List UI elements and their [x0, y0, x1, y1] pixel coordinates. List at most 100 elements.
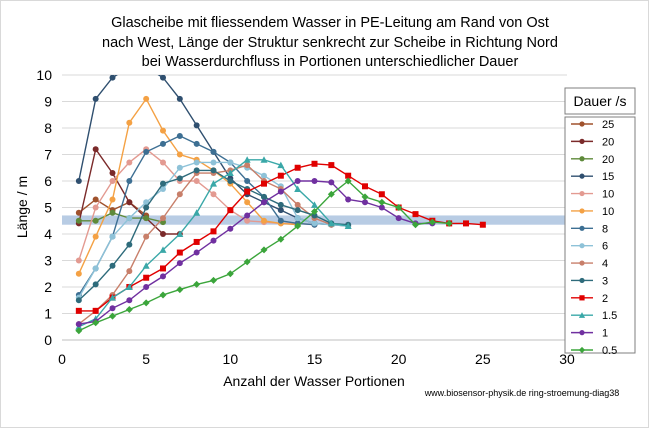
data-point	[244, 217, 251, 224]
data-point	[143, 274, 150, 281]
data-point	[126, 215, 133, 222]
data-point	[92, 233, 99, 240]
data-point	[75, 307, 82, 314]
data-point	[227, 207, 234, 214]
data-point	[311, 207, 318, 215]
data-point	[243, 258, 251, 266]
legend: Dauer /s 25 20 20 15 10 10 8 6 4 3 2 1.5 1 0.5	[564, 87, 636, 357]
data-point	[193, 249, 200, 256]
data-point	[260, 156, 268, 163]
data-point	[244, 162, 251, 169]
data-point	[109, 178, 116, 184]
data-point	[75, 257, 82, 264]
data-point	[261, 180, 267, 187]
y-tick-label: 1	[44, 306, 52, 322]
data-point	[92, 217, 99, 224]
data-point	[176, 151, 183, 158]
data-point	[361, 193, 369, 201]
data-point	[160, 265, 166, 272]
data-point	[210, 159, 217, 166]
y-tick-labels: 0 1 2 3 4 5 6 7 8 9 10	[36, 67, 52, 348]
data-point	[463, 220, 469, 227]
data-point	[311, 212, 318, 219]
data-point	[277, 161, 285, 169]
data-point	[92, 265, 99, 272]
data-point	[92, 319, 100, 327]
series-line	[78, 97, 298, 275]
legend-item: 15	[571, 171, 614, 183]
data-point	[378, 191, 385, 198]
x-tick-labels: 0 5 10 15 20 25 30	[58, 351, 575, 367]
data-point	[311, 201, 318, 208]
legend-label: 20	[602, 136, 614, 148]
data-point	[143, 284, 150, 290]
data-point	[109, 170, 116, 177]
data-point	[193, 238, 200, 245]
data-point	[445, 219, 453, 227]
data-point	[126, 199, 133, 206]
data-point	[109, 196, 116, 203]
legend-marker	[579, 138, 585, 144]
data-point	[75, 270, 82, 277]
data-point	[244, 199, 251, 206]
y-tick-label: 8	[44, 120, 52, 136]
data-point	[260, 246, 268, 254]
data-point	[143, 204, 150, 211]
y-tick-label: 5	[44, 200, 52, 216]
data-point	[244, 212, 251, 219]
data-point	[92, 196, 99, 203]
data-point	[327, 219, 335, 227]
series-line	[78, 164, 332, 325]
legend-item: 1	[571, 328, 608, 340]
data-point	[345, 196, 352, 203]
data-point	[126, 268, 133, 275]
data-point	[227, 159, 234, 166]
data-point	[92, 146, 99, 153]
data-point	[378, 204, 385, 211]
x-tick-label: 5	[142, 351, 150, 367]
data-point	[328, 179, 335, 186]
data-point	[75, 327, 83, 335]
data-point	[159, 246, 167, 253]
data-point	[193, 167, 200, 174]
data-point	[176, 175, 183, 182]
legend-title-box	[564, 87, 636, 115]
data-point	[261, 193, 267, 200]
data-point	[210, 237, 217, 244]
x-tick-label: 25	[475, 351, 491, 367]
data-point	[412, 221, 419, 229]
chart-title-line-1: Glascheibe mit fliessendem Wasser in PE-…	[111, 15, 549, 31]
data-point	[159, 291, 167, 299]
legend-marker	[579, 260, 585, 266]
data-point	[143, 215, 150, 222]
legend-marker	[579, 121, 585, 127]
data-point	[277, 235, 285, 243]
data-point	[210, 228, 217, 235]
legend-label: 15	[602, 171, 614, 183]
data-point	[345, 172, 352, 179]
legend-marker	[579, 208, 585, 214]
y-tick-label: 0	[44, 332, 52, 348]
legend-marker	[579, 173, 585, 179]
data-point	[277, 201, 284, 208]
data-point	[109, 312, 116, 320]
data-point	[244, 188, 251, 195]
data-point	[109, 233, 116, 240]
data-point	[142, 262, 150, 269]
legend-label: 0.5	[602, 345, 617, 357]
data-point	[109, 209, 116, 216]
legend-item: 8	[571, 223, 608, 235]
data-point	[125, 283, 133, 290]
data-point	[277, 217, 284, 224]
legend-item: 20	[571, 136, 614, 148]
data-point	[176, 260, 183, 267]
series-line	[78, 180, 433, 325]
series-11	[75, 156, 352, 330]
legend-label: 8	[602, 223, 608, 235]
chart-title-line-3: bei Wasserdurchfluss in Portionen unters…	[142, 54, 519, 70]
legend-items: 25 20 20 15 10 10 8 6 4 3 2 1.5 1 0.5	[571, 119, 617, 357]
legend-item: 20	[571, 154, 614, 166]
data-point	[160, 185, 166, 192]
data-point	[126, 241, 133, 248]
